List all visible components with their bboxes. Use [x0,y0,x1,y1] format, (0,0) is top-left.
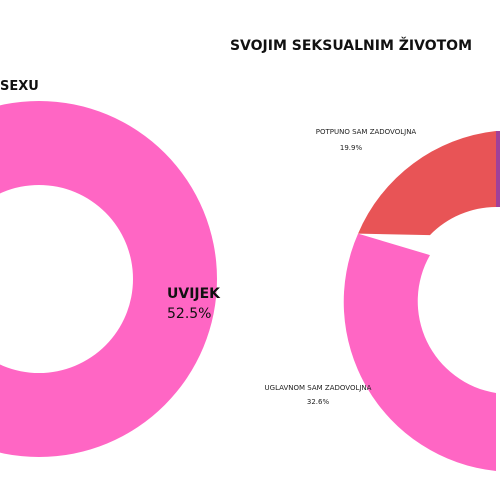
right-slice-potpuno-zadovoljna [358,131,496,236]
left-slice-label-uvijek: UVIJEK [167,286,221,302]
left-chart: SEXU UVIJEK 52.5% [0,79,221,457]
left-slice-value-uvijek: 52.5% [167,306,211,322]
right-slice-uglavnom-zadovoljna [343,233,496,471]
right-chart-title: SVOJIM SEKSUALNIM ŽIVOTOM [230,37,472,54]
right-slice-accent [496,131,500,207]
left-chart-title: SEXU [0,79,39,94]
right-chart: SVOJIM SEKSUALNIM ŽIVOTOM POTPUNO SAM ZA… [230,37,500,471]
right-value-uglavnom: 32.6% [307,398,330,406]
right-label-uglavnom: UGLAVNOM SAM ZADOVOLJNA [265,384,372,392]
right-label-potpuno: POTPUNO SAM ZADOVOLJNA [316,128,417,136]
right-value-potpuno: 19.9% [340,144,363,152]
left-donut-ring [0,101,217,457]
